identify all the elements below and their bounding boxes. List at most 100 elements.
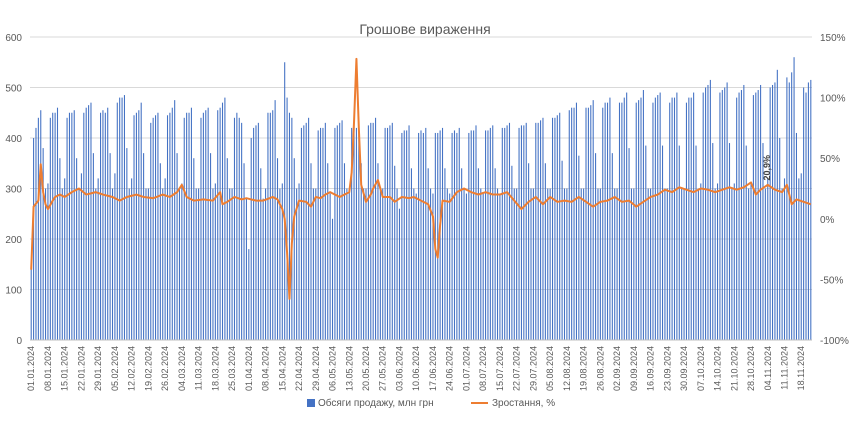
bar <box>382 188 384 340</box>
bar <box>702 92 704 340</box>
bar <box>496 188 499 340</box>
x-tick-label: 10.06.2024 <box>411 346 421 391</box>
bar <box>793 57 795 340</box>
bar <box>123 95 125 340</box>
bar <box>743 84 745 340</box>
bar <box>736 97 738 340</box>
bar <box>449 193 451 340</box>
bar <box>422 132 424 340</box>
bar <box>97 178 99 340</box>
bar <box>135 112 137 340</box>
bar <box>329 193 331 340</box>
bar <box>542 117 544 340</box>
bar <box>573 107 575 340</box>
bar <box>363 188 365 340</box>
bar <box>178 188 181 340</box>
bar <box>401 132 403 340</box>
bar <box>334 127 336 341</box>
bar <box>186 112 188 340</box>
growth-annotation: 20,9% <box>762 155 772 181</box>
bar <box>721 90 723 340</box>
bar <box>90 102 92 341</box>
bar <box>783 178 786 340</box>
y-tick-label: 0 <box>16 336 22 347</box>
bar <box>690 97 692 340</box>
bar <box>226 158 228 340</box>
bar <box>358 117 360 340</box>
bar <box>47 183 49 340</box>
x-tick-label: 16.09.2024 <box>646 346 656 391</box>
bar <box>166 115 169 341</box>
bar <box>693 92 695 340</box>
y2-tick-label: 0% <box>820 215 835 226</box>
bar <box>157 112 159 340</box>
bar <box>370 122 372 340</box>
bar <box>408 125 410 341</box>
bar <box>159 163 161 340</box>
legend-label-volume: Обсяги продажу, млн грн <box>318 397 434 409</box>
x-tick-label: 03.06.2024 <box>394 346 404 391</box>
bar <box>611 153 613 340</box>
bar <box>798 178 800 340</box>
bar <box>748 188 750 340</box>
bar <box>260 168 262 340</box>
bar <box>56 107 59 340</box>
y2-tick-label: 100% <box>820 94 846 105</box>
bar <box>131 178 133 340</box>
bar <box>78 188 80 340</box>
bar <box>245 198 247 340</box>
bar <box>437 132 439 340</box>
bar <box>652 102 654 341</box>
bar <box>571 107 573 340</box>
bar <box>147 188 149 340</box>
y-tick-label: 500 <box>5 84 22 95</box>
bar <box>284 62 286 340</box>
bar <box>281 183 283 340</box>
bar <box>717 183 719 340</box>
bar <box>549 188 551 340</box>
bar <box>788 82 790 340</box>
bar <box>681 188 683 340</box>
bar <box>104 112 106 340</box>
bar <box>169 112 171 340</box>
bar <box>231 188 233 340</box>
x-tick-label: 08.01.2024 <box>43 346 53 391</box>
bar <box>140 102 142 341</box>
bar <box>764 188 766 340</box>
bar <box>35 127 37 341</box>
bar <box>673 97 676 340</box>
bar <box>80 173 82 340</box>
bar <box>377 163 379 340</box>
bar <box>415 193 417 340</box>
bar <box>516 188 518 340</box>
bar <box>102 110 104 340</box>
bar <box>750 183 752 340</box>
bar <box>470 130 472 340</box>
bar <box>697 188 699 340</box>
bar <box>544 163 546 340</box>
bar <box>367 125 369 341</box>
bar <box>310 163 312 340</box>
bar <box>501 127 503 341</box>
x-tick-label: 15.07.2024 <box>495 346 505 391</box>
bar <box>76 158 78 340</box>
growth-line <box>30 57 812 300</box>
bar <box>288 112 291 340</box>
bar <box>317 130 319 340</box>
bar <box>575 102 577 341</box>
x-tick-label: 24.06.2024 <box>445 346 455 391</box>
bar <box>145 188 147 340</box>
bar <box>73 110 75 340</box>
bar-series <box>30 57 812 341</box>
bar <box>489 127 491 341</box>
bar <box>446 188 448 340</box>
bar <box>468 132 470 340</box>
bar <box>365 188 367 340</box>
bar <box>336 125 338 341</box>
bar <box>320 127 322 341</box>
bar <box>406 130 408 340</box>
bar <box>662 145 664 340</box>
bar <box>659 92 661 340</box>
bar <box>68 112 70 340</box>
bar <box>712 143 714 340</box>
